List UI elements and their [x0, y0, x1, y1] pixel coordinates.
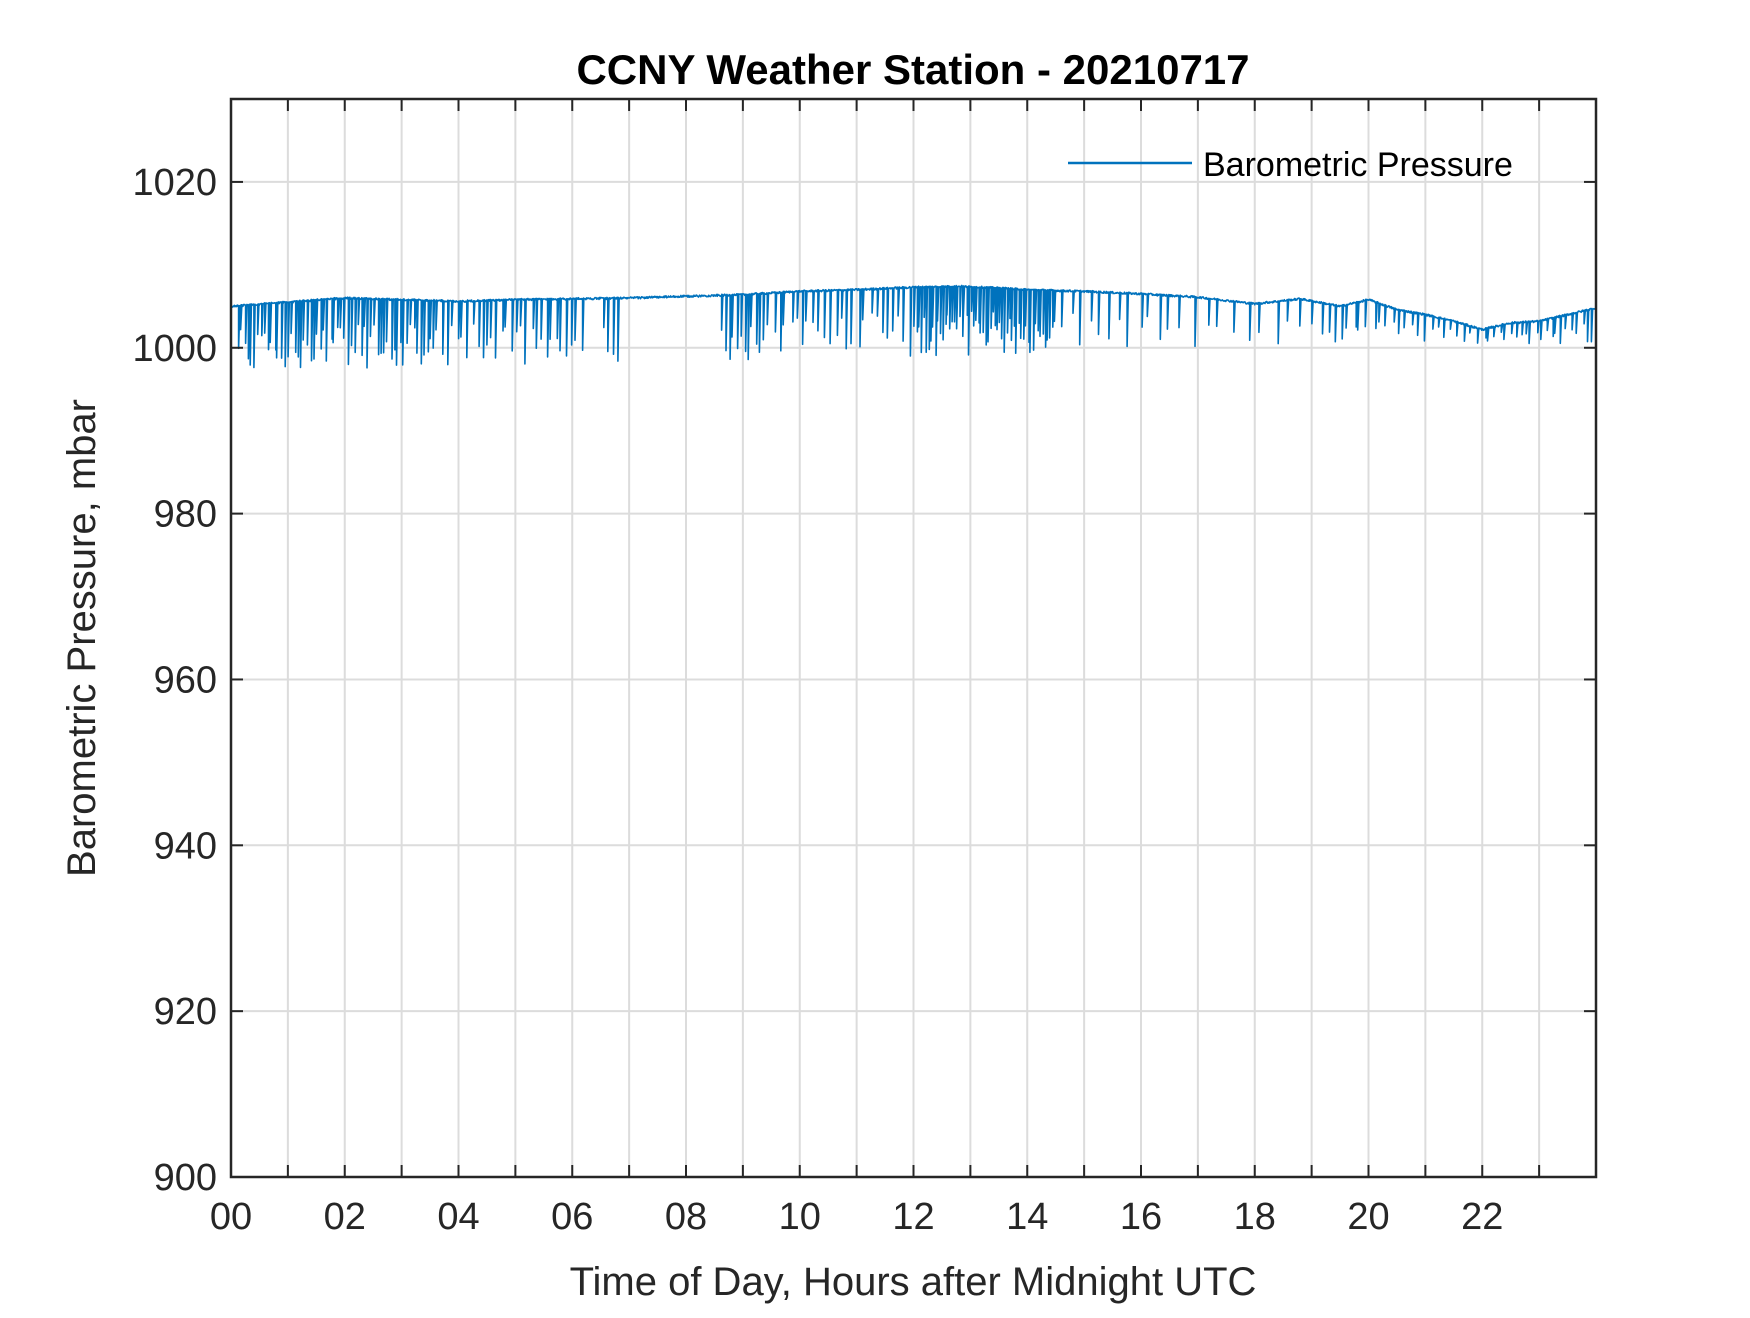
- y-tick-label: 900: [154, 1157, 217, 1199]
- x-tick-label: 10: [779, 1196, 821, 1238]
- chart-title: CCNY Weather Station - 20210717: [576, 46, 1249, 93]
- x-tick-label: 18: [1234, 1196, 1276, 1238]
- y-tick-label: 1020: [132, 162, 217, 204]
- y-tick-label: 980: [154, 494, 217, 536]
- axes-box: [229, 97, 1598, 1179]
- y-tick-label: 1000: [132, 328, 217, 370]
- x-tick-label: 00: [210, 1196, 252, 1238]
- x-tick-label: 06: [551, 1196, 593, 1238]
- y-axis-label: Barometric Pressure, mbar: [60, 399, 104, 877]
- series-line-barometric-pressure: [231, 284, 1596, 369]
- series-layer: [231, 284, 1596, 369]
- x-tick-label: 20: [1347, 1196, 1389, 1238]
- x-tick-label: 14: [1006, 1196, 1048, 1238]
- x-tick-label: 02: [324, 1196, 366, 1238]
- y-tick-label: 920: [154, 991, 217, 1033]
- x-tick-label: 22: [1461, 1196, 1503, 1238]
- legend: Barometric Pressure: [1068, 146, 1513, 184]
- y-tick-label: 940: [154, 825, 217, 867]
- x-tick-label: 04: [437, 1196, 479, 1238]
- x-tick-label: 08: [665, 1196, 707, 1238]
- y-tick-label: 960: [154, 659, 217, 701]
- x-axis-label: Time of Day, Hours after Midnight UTC: [570, 1260, 1257, 1304]
- grid-layer: [231, 99, 1596, 1177]
- x-tick-label: 16: [1120, 1196, 1162, 1238]
- y-tick-labels: 900 920 940 960 980 1000 1020: [132, 162, 217, 1199]
- legend-entry-barometric-pressure: Barometric Pressure: [1203, 146, 1513, 184]
- x-tick-labels: 00 02 04 06 08 10 12 14 16 18 20 22: [210, 1196, 1504, 1238]
- x-tick-label: 12: [892, 1196, 934, 1238]
